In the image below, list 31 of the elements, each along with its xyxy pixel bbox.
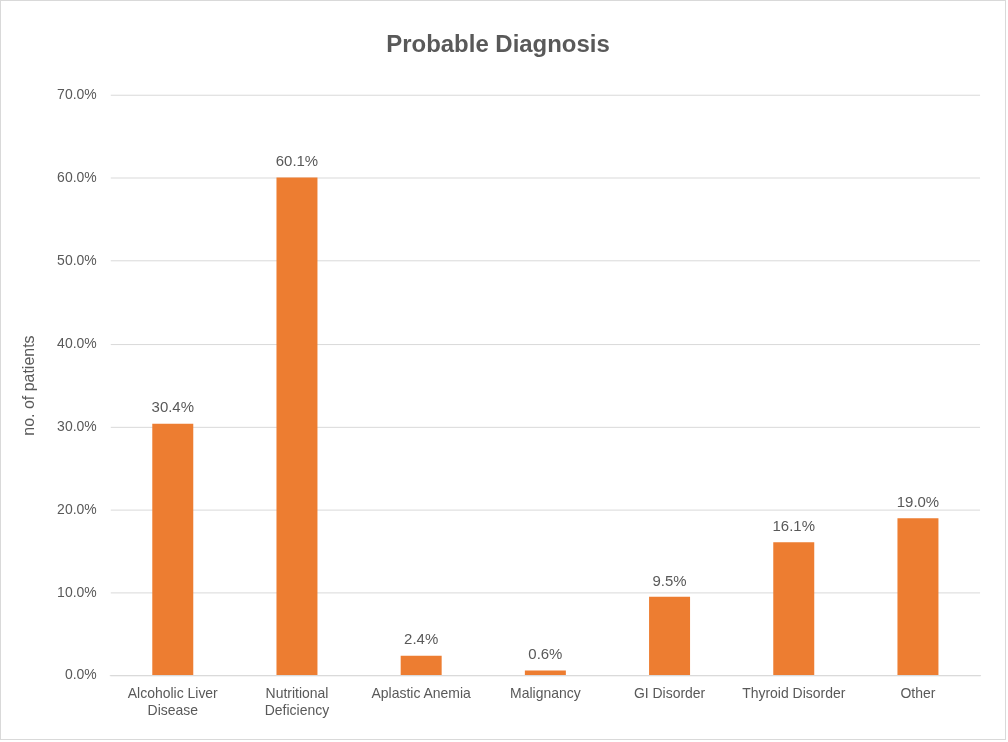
y-axis-title: no. of patients (19, 335, 37, 436)
y-tick-label: 50.0% (57, 252, 97, 269)
bar (400, 655, 442, 676)
bar (276, 177, 318, 676)
y-tick-label: 30.0% (57, 417, 97, 434)
data-label: 60.1% (275, 152, 319, 170)
x-tick-label: Malignancy (510, 684, 581, 701)
x-tick-label: Other (900, 684, 936, 701)
data-label: 2.4% (404, 630, 439, 648)
x-tick-label: Aplastic Anemia (371, 684, 472, 701)
bar (897, 518, 939, 676)
bar (524, 670, 566, 676)
x-tick-label: Alcoholic Liver Disease (127, 684, 219, 718)
bar (649, 596, 691, 676)
y-tick-label: 0.0% (64, 666, 97, 683)
data-label: 9.5% (652, 571, 687, 589)
data-label: 19.0% (896, 492, 940, 510)
x-tick-label: GI Disorder (633, 684, 706, 701)
data-label: 16.1% (772, 516, 815, 534)
data-label: 0.6% (528, 645, 563, 663)
y-tick-label: 10.0% (57, 583, 97, 600)
y-tick-label: 70.0% (57, 86, 97, 103)
y-tick-label: 60.0% (57, 169, 97, 186)
y-tick-label: 20.0% (57, 500, 97, 517)
x-tick-label: Thyroid Disorder (742, 684, 846, 701)
y-tick-label: 40.0% (57, 334, 97, 351)
bar (773, 542, 815, 676)
data-label: 30.4% (151, 398, 194, 416)
bar (152, 423, 194, 676)
x-tick-label: Nutritional Deficiency (264, 684, 330, 718)
chart-title: Probable Diagnosis (386, 29, 610, 57)
